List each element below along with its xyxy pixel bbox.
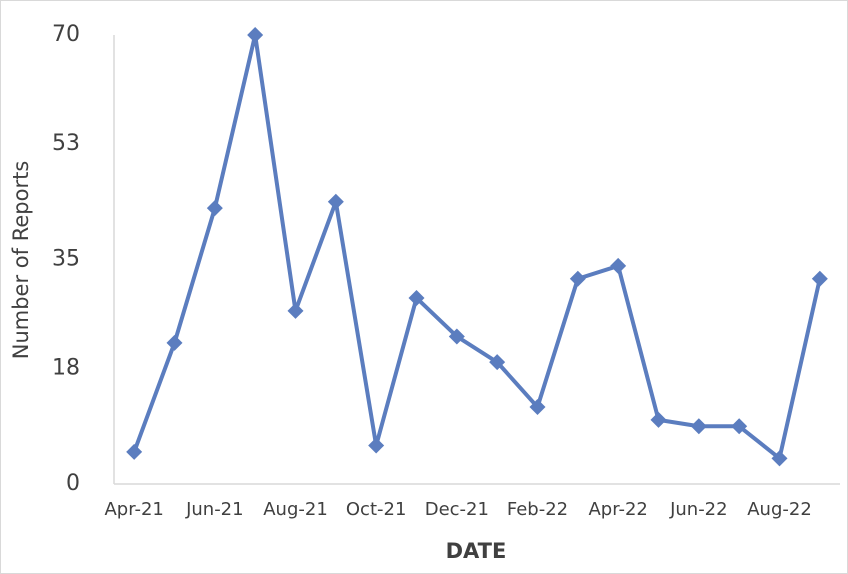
x-tick-label: Feb-22 <box>507 499 568 520</box>
point-marker <box>811 270 828 287</box>
point-marker <box>368 437 385 454</box>
y-tick-label: 70 <box>52 22 80 47</box>
x-tick-label: Jun-21 <box>185 499 244 520</box>
x-tick-label: Dec-21 <box>425 499 489 520</box>
x-tick-label: Oct-21 <box>346 499 407 520</box>
point-marker <box>206 200 223 217</box>
point-marker <box>650 411 667 428</box>
point-marker <box>327 193 344 210</box>
point-marker <box>287 302 304 319</box>
point-marker <box>247 27 264 43</box>
x-tick-label: Apr-21 <box>104 499 163 520</box>
point-marker <box>731 418 748 435</box>
point-marker <box>448 328 465 345</box>
point-marker <box>126 443 143 460</box>
y-tick-label: 35 <box>52 247 80 272</box>
x-tick-label: Aug-22 <box>747 499 812 520</box>
y-axis-title: Number of Reports <box>9 161 33 360</box>
point-marker <box>408 289 425 306</box>
point-marker <box>771 450 788 467</box>
x-tick-label: Jun-22 <box>669 499 728 520</box>
x-axis-title: DATE <box>446 539 507 563</box>
point-marker <box>166 334 183 351</box>
point-marker <box>610 257 627 274</box>
y-tick-label: 53 <box>52 131 80 156</box>
y-tick-label: 18 <box>52 356 80 381</box>
point-marker <box>569 270 586 287</box>
x-tick-label: Apr-22 <box>588 499 647 520</box>
x-tick-label: Aug-21 <box>263 499 328 520</box>
point-marker <box>690 418 707 435</box>
y-tick-label: 0 <box>66 471 80 496</box>
point-marker <box>529 399 546 416</box>
point-marker <box>489 354 506 371</box>
